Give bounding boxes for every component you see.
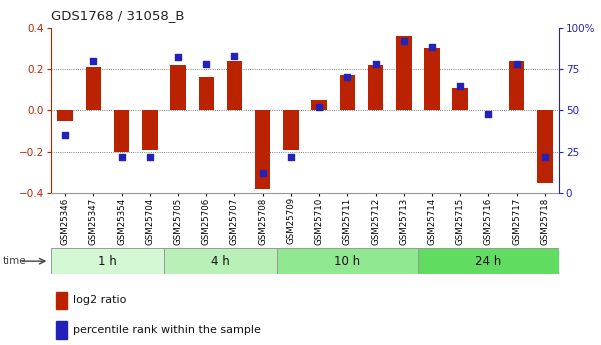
- Bar: [424, 48, 440, 110]
- Bar: [56, 322, 67, 339]
- Point: [314, 104, 324, 110]
- Point: [427, 45, 437, 50]
- Point: [343, 75, 352, 80]
- Text: 24 h: 24 h: [475, 255, 501, 268]
- Bar: [453, 88, 468, 110]
- Text: 10 h: 10 h: [334, 255, 361, 268]
- Bar: [86, 67, 101, 110]
- Bar: [51, 248, 164, 274]
- Bar: [56, 292, 67, 309]
- Bar: [142, 110, 157, 150]
- Bar: [58, 110, 73, 121]
- Point: [371, 61, 380, 67]
- Text: log2 ratio: log2 ratio: [73, 295, 126, 305]
- Bar: [114, 110, 129, 152]
- Point: [88, 58, 98, 63]
- Text: time: time: [3, 256, 26, 266]
- Bar: [368, 65, 383, 110]
- Bar: [418, 248, 559, 274]
- Point: [484, 111, 493, 117]
- Bar: [227, 61, 242, 110]
- Bar: [537, 110, 552, 183]
- Bar: [396, 36, 412, 110]
- Point: [230, 53, 239, 59]
- Point: [173, 55, 183, 60]
- Point: [60, 132, 70, 138]
- Bar: [198, 77, 214, 110]
- Bar: [509, 61, 524, 110]
- Text: 4 h: 4 h: [211, 255, 230, 268]
- Bar: [283, 110, 299, 150]
- Bar: [311, 100, 327, 110]
- Point: [201, 61, 211, 67]
- Point: [512, 61, 522, 67]
- Text: 1 h: 1 h: [98, 255, 117, 268]
- Point: [145, 154, 154, 159]
- Bar: [170, 65, 186, 110]
- Bar: [277, 248, 418, 274]
- Bar: [164, 248, 277, 274]
- Point: [258, 170, 267, 176]
- Text: percentile rank within the sample: percentile rank within the sample: [73, 325, 261, 335]
- Point: [456, 83, 465, 88]
- Text: GDS1768 / 31058_B: GDS1768 / 31058_B: [51, 9, 185, 22]
- Point: [117, 154, 126, 159]
- Bar: [255, 110, 270, 189]
- Point: [399, 38, 409, 43]
- Point: [540, 154, 550, 159]
- Point: [286, 154, 296, 159]
- Bar: [340, 75, 355, 110]
